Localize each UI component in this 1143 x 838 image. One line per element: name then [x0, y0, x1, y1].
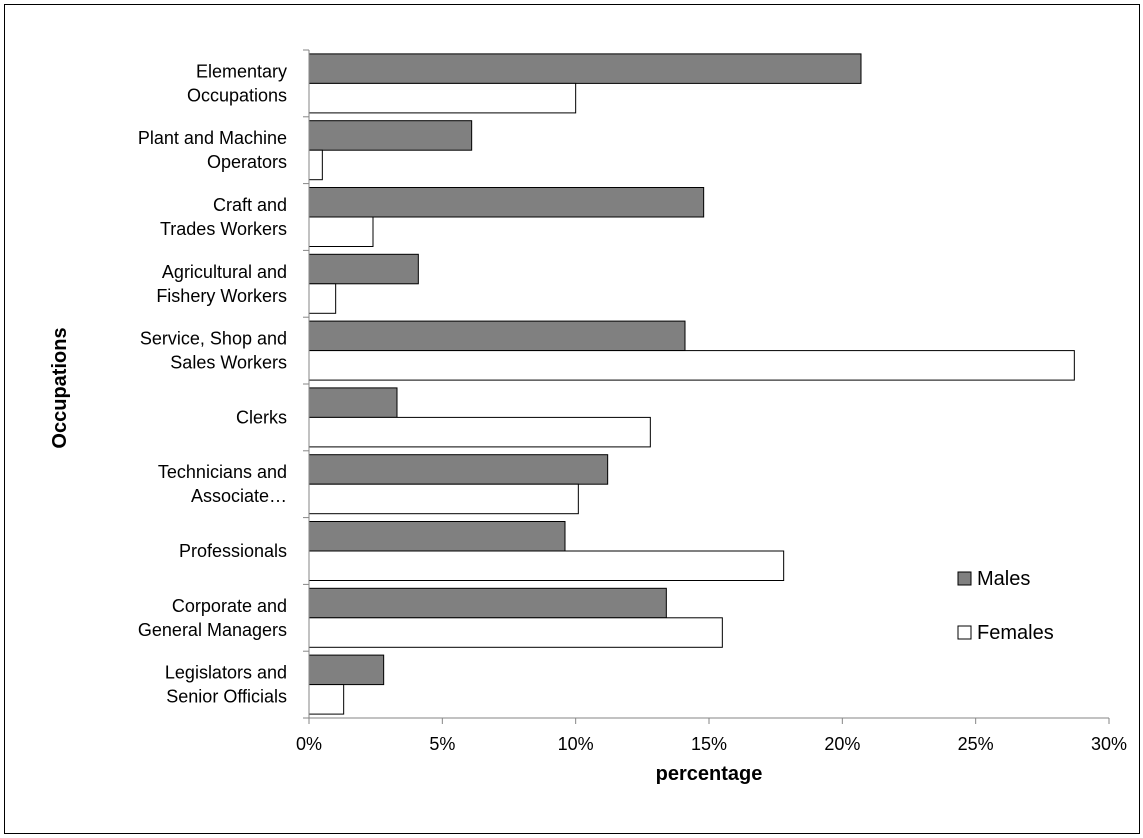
legend-swatch-females [957, 625, 972, 640]
category-label: Professionals [179, 541, 287, 561]
category-label: Corporate and General Managers [138, 596, 287, 640]
bar-females-7 [308, 550, 785, 581]
category-label: Agricultural and Fishery Workers [156, 262, 287, 306]
legend-swatch-males [957, 571, 972, 586]
bar-males-6 [308, 454, 609, 485]
bar-females-1 [308, 149, 323, 181]
x-tick-label: 5% [429, 734, 455, 754]
bar-males-4 [308, 320, 686, 352]
legend-label-males: Males [977, 568, 1030, 590]
category-label: Clerks [236, 407, 287, 427]
category-label: Plant and Machine Operators [138, 128, 287, 172]
bar-males-1 [308, 120, 473, 151]
x-tick-label: 10% [558, 734, 594, 754]
bar-males-8 [308, 587, 667, 619]
category-label: Service, Shop and Sales Workers [140, 329, 287, 373]
x-tick-label: 0% [296, 734, 322, 754]
labels-layer: 0% 5% 10% 15% 20% 25% 30% Elementary Occupations… [138, 61, 1127, 754]
x-tick-label: 25% [958, 734, 994, 754]
legend: Males Females [957, 568, 1054, 644]
bar-females-8 [308, 617, 723, 648]
category-label: Legislators and Senior Officials [165, 663, 287, 707]
bar-females-2 [308, 216, 374, 247]
category-label: Elementary Occupations [187, 61, 287, 105]
x-tick-label: 15% [691, 734, 727, 754]
axes-layer [303, 49, 1110, 724]
bar-females-4 [308, 350, 1075, 381]
bar-males-3 [308, 253, 419, 285]
x-tick-label: 20% [824, 734, 860, 754]
y-axis-title: Occupations [49, 327, 71, 448]
x-axis-title: percentage [656, 763, 763, 785]
bar-males-9 [308, 654, 385, 686]
bar-males-0 [308, 53, 862, 84]
bar-females-3 [308, 283, 337, 314]
bars-layer [308, 53, 1075, 715]
category-label: Technicians and Associate… [158, 462, 287, 506]
x-tick-label: 30% [1091, 734, 1127, 754]
bar-females-6 [308, 483, 579, 515]
category-label: Craft and Trades Workers [160, 195, 287, 239]
legend-label-females: Females [977, 622, 1054, 644]
bar-females-5 [308, 416, 651, 448]
bar-males-2 [308, 187, 705, 218]
bar-females-9 [308, 684, 345, 715]
bar-females-0 [308, 82, 577, 114]
bar-males-7 [308, 521, 566, 552]
bar-males-5 [308, 387, 398, 418]
